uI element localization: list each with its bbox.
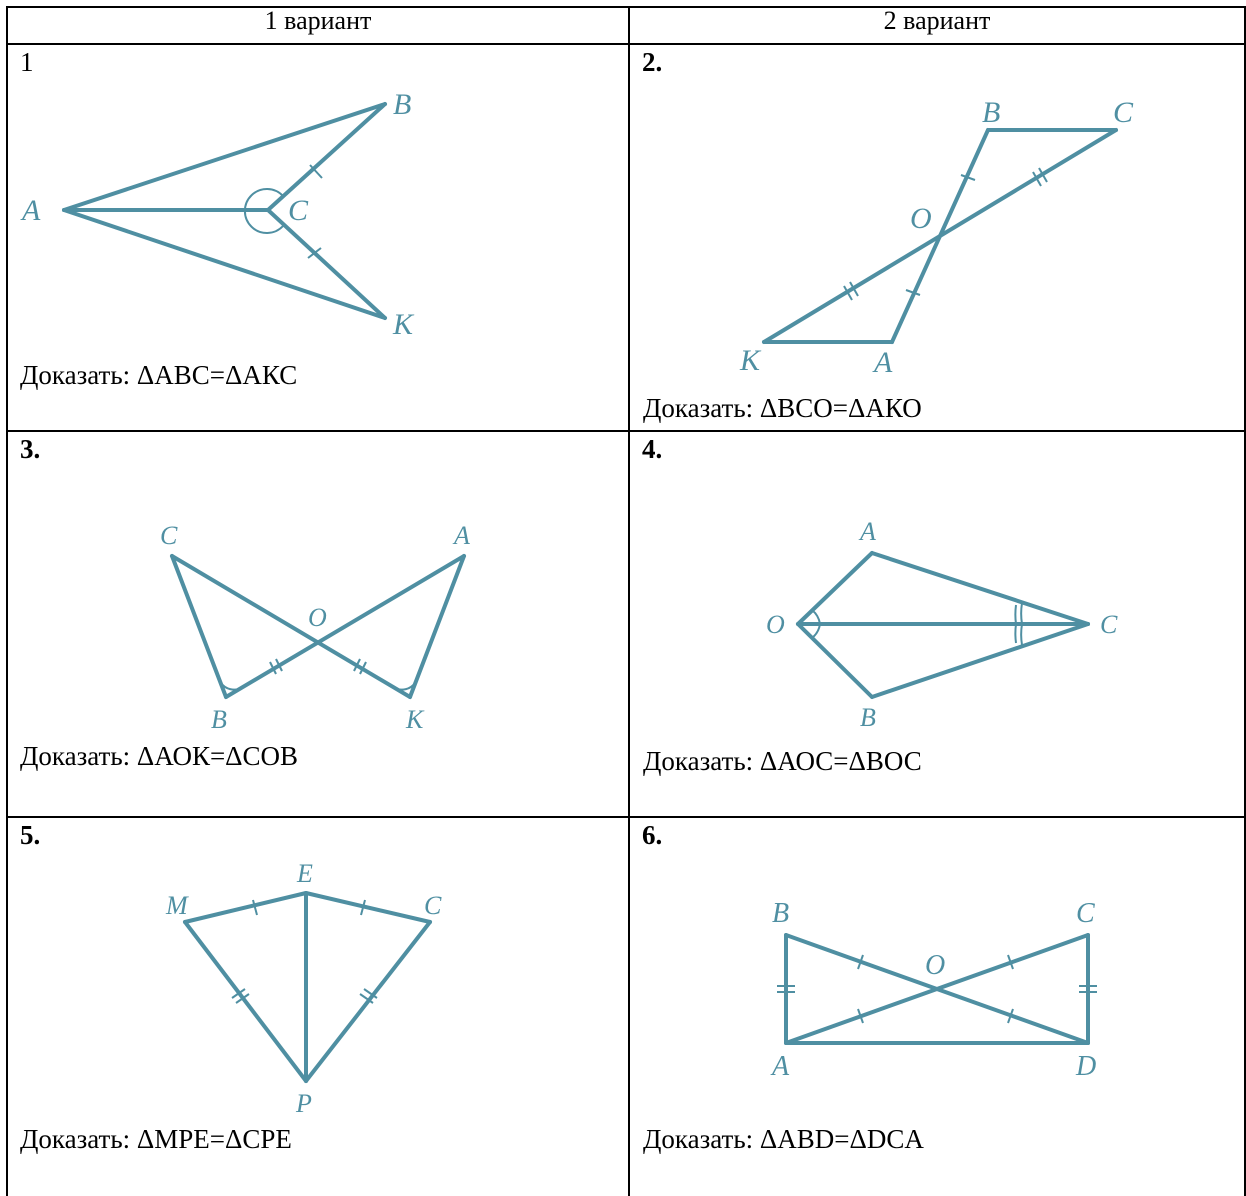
label-P: P xyxy=(295,1089,312,1118)
tick-BO xyxy=(960,174,976,181)
angle-arc-O-bottom xyxy=(811,623,821,639)
table-border-top xyxy=(6,6,1246,8)
tick-OA xyxy=(905,289,921,296)
figure-3-lines xyxy=(170,554,466,699)
tick-OC-1 xyxy=(1032,171,1042,187)
table-border-right xyxy=(1244,6,1246,1196)
prove-statement-6: Доказать: ΔАВD=ΔDCA xyxy=(643,1124,924,1154)
prove-statement-2: Доказать: ΔВСО=ΔАКО xyxy=(643,393,922,423)
row1-divider xyxy=(6,430,1246,432)
tick-BO-2 xyxy=(275,658,283,672)
tick-BO-1 xyxy=(269,661,277,675)
tick-OK-2 xyxy=(359,661,367,675)
label-E: E xyxy=(296,859,313,888)
row2-divider xyxy=(6,816,1246,818)
tick-OC-2 xyxy=(1038,167,1048,183)
table-border-left xyxy=(6,6,8,1196)
label-B: B xyxy=(772,898,789,929)
prove-statement-5: Доказать: ΔМРЕ=ΔСРЕ xyxy=(20,1124,292,1154)
angle-arc-B xyxy=(220,682,242,691)
label-O: O xyxy=(766,610,785,639)
label-K: K xyxy=(739,344,762,377)
label-A: A xyxy=(770,1051,790,1082)
angle-arc-C-top-2 xyxy=(1020,602,1023,625)
angle-arc-C xyxy=(243,188,284,234)
label-O: O xyxy=(910,202,932,235)
task-number-4: 4. xyxy=(642,434,663,464)
figure-4-lines xyxy=(796,551,1090,699)
label-C: C xyxy=(288,194,309,227)
figure-5-lines xyxy=(183,891,432,1083)
task-number-5: 5. xyxy=(20,820,41,850)
label-C: C xyxy=(160,521,178,550)
label-A: A xyxy=(872,346,893,379)
angle-arc-C-bottom-2 xyxy=(1020,623,1023,646)
figure-task-5: E M C P xyxy=(165,859,442,1118)
header-variant-1: 1 вариант xyxy=(264,6,372,35)
label-B: B xyxy=(982,96,1000,129)
tick-OK-1 xyxy=(843,285,853,301)
prove-statement-4: Доказать: ΔАОС=ΔВОС xyxy=(643,746,922,776)
angle-arc-C-bottom-1 xyxy=(1014,623,1017,644)
tick-CO xyxy=(1007,954,1014,970)
header-row-divider xyxy=(6,43,1246,45)
label-C: C xyxy=(1100,610,1118,639)
tick-CB xyxy=(309,164,323,179)
label-B: B xyxy=(393,88,411,121)
angle-arc-K xyxy=(394,682,416,691)
tick-CP-1 xyxy=(363,988,378,999)
label-K: K xyxy=(392,308,415,341)
task-number-3: 3. xyxy=(20,434,41,464)
label-C: C xyxy=(424,891,442,920)
label-C: C xyxy=(1076,898,1095,929)
figure-task-4: A O C B xyxy=(766,517,1118,732)
label-A: A xyxy=(452,521,470,550)
angle-arc-C-top-1 xyxy=(1014,604,1017,625)
tick-OK-2 xyxy=(849,281,859,297)
label-O: O xyxy=(308,603,327,632)
tick-EC xyxy=(360,899,366,916)
prove-statement-1: Доказать: ΔАВС=ΔАКС xyxy=(20,360,298,390)
tick-ME xyxy=(252,899,258,916)
tick-MP-1 xyxy=(231,988,246,999)
prove-statement-3: Доказать: ΔАОК=ΔСОВ xyxy=(20,741,299,771)
figure-task-3: C A O B K xyxy=(160,521,470,734)
label-A: A xyxy=(858,517,876,546)
figure-6-lines xyxy=(784,933,1090,1045)
label-B: B xyxy=(211,705,227,734)
figure-2-lines xyxy=(762,128,1118,344)
tick-OD xyxy=(1007,1008,1014,1024)
figure-task-1: A B C K xyxy=(20,88,415,341)
table-border-middle xyxy=(628,6,630,1196)
tick-CK xyxy=(307,247,322,259)
label-O: O xyxy=(925,950,945,981)
figure-task-2: B C O K A xyxy=(739,96,1134,379)
figure-1-lines xyxy=(62,102,387,320)
label-B: B xyxy=(860,703,876,732)
tick-CP-2 xyxy=(359,993,374,1004)
task-number-1: 1 xyxy=(20,47,34,77)
tick-OK-1 xyxy=(353,658,361,672)
label-A: A xyxy=(20,194,41,227)
header-variant-2: 2 вариант xyxy=(883,6,991,35)
label-M: M xyxy=(165,891,189,920)
task-number-2: 2. xyxy=(642,47,663,77)
label-K: K xyxy=(405,705,425,734)
task-number-6: 6. xyxy=(642,820,663,850)
label-D: D xyxy=(1075,1051,1096,1082)
tick-MP-2 xyxy=(235,993,250,1004)
angle-arc-O-top xyxy=(811,609,821,625)
tick-BO xyxy=(857,954,864,970)
label-C: C xyxy=(1113,96,1134,129)
tick-OA xyxy=(857,1008,864,1024)
